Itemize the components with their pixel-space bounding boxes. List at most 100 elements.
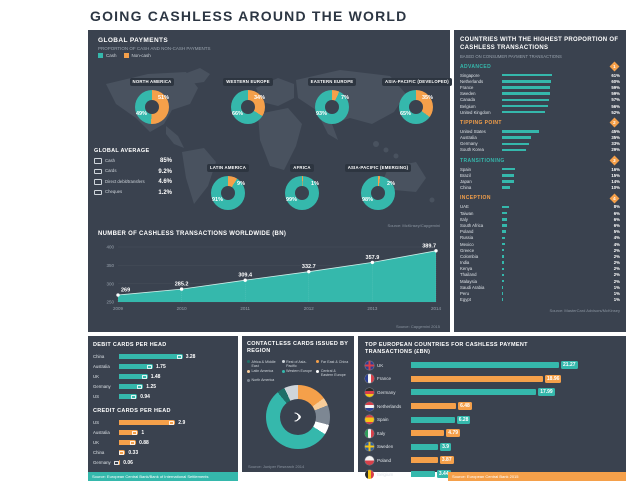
svg-text:389.7: 389.7 [422, 243, 436, 249]
group-number-badge: 1 [609, 61, 620, 72]
country-name: Taiwan [460, 210, 474, 216]
value-bar [411, 403, 457, 410]
global-average-row: Cards 9.2% [94, 168, 172, 175]
country-row: Australia 35% [460, 135, 620, 141]
legend-swatch-icon [247, 378, 250, 382]
transactions-chart-source: Source: Capgemini 2015 [395, 324, 440, 329]
bar-value: 21.27 [561, 361, 578, 370]
card-bar-row: Australia 1.75 [93, 364, 233, 370]
country-value: 2% [613, 266, 620, 272]
country-row: Belgium 56% [460, 103, 620, 109]
legend-label: Latin America [251, 369, 274, 373]
contactless-donut-chart [266, 385, 330, 450]
card-icon [131, 395, 137, 399]
global-average-row: Direct debit/transfers 4.6% [94, 179, 172, 185]
legend-item: Africa & Middle East [247, 360, 280, 368]
country-row: Thailand 2% [460, 272, 620, 278]
country-row: Russia 4% [460, 235, 620, 241]
bar-value: 1.25 [146, 383, 157, 390]
country-name: Belgium [460, 103, 476, 109]
group-number-badge: 3 [609, 155, 620, 166]
legend-swatch-icon [316, 360, 320, 364]
country-value: 8% [613, 204, 620, 210]
islands-sea [383, 147, 389, 153]
bar-value: 0.33 [128, 449, 139, 456]
bar-value: 17.99 [538, 388, 555, 397]
european-country-row: Belgium 3.44 [365, 469, 619, 479]
banknote-icon [94, 158, 102, 164]
bar-value: 3.87 [439, 456, 454, 465]
country-row: Germany 33% [460, 141, 620, 147]
country-value: 59% [611, 84, 620, 90]
country-name: Italy [377, 430, 386, 436]
value-bar [119, 440, 137, 446]
global-payments-panel: GLOBAL PAYMENTS PROPORTION OF CASH AND N… [88, 30, 452, 332]
island-new-zealand [429, 197, 435, 203]
svg-text:2014: 2014 [431, 306, 442, 311]
country-value: 14% [611, 179, 620, 185]
country-bar [502, 255, 504, 258]
country-name: Brazil [460, 172, 471, 178]
contactless-title: CONTACTLESS CARDS ISSUED BY REGION [247, 341, 349, 354]
value-bar [119, 394, 138, 400]
sidebar-group-header: TRANSITIONING 3 [460, 155, 620, 166]
svg-text:350: 350 [106, 263, 114, 268]
country-name: Spain [460, 166, 471, 172]
country-value: 61% [611, 72, 620, 78]
country-row: India 2% [460, 260, 620, 266]
country-row: UAE 8% [460, 204, 620, 210]
value-bar [411, 362, 559, 369]
region-eastern-europe: EASTERN EUROPE 93% 7% [298, 70, 366, 124]
country-row: Greece 2% [460, 247, 620, 253]
card-icon [147, 365, 152, 369]
countries-source: Source: MasterCard Advisors/McKinsey [549, 307, 620, 313]
sidebar-group-header: TIPPING POINT 2 [460, 117, 620, 128]
svg-text:300: 300 [106, 281, 114, 286]
bar-value: 3.28 [185, 353, 196, 360]
region-label: ASIA-PACIFIC (DEVELOPED) [382, 77, 452, 86]
cashless-countries-subtitle: BASED ON CONSUMER PAYMENT TRANSACTIONS [460, 54, 562, 59]
region-label: WESTERN EUROPE [223, 77, 273, 86]
flag-be-icon [365, 469, 374, 479]
country-label: UK [93, 374, 99, 380]
country-name: Thailand [460, 272, 477, 278]
value-bar [119, 384, 144, 390]
country-value: 29% [611, 147, 620, 153]
islands-sea [373, 141, 379, 147]
country-value: 2% [613, 278, 620, 284]
transactions-chart-title: NUMBER OF CASHLESS TRANSACTIONS WORLDWID… [98, 231, 287, 237]
bar-value: 18.96 [544, 374, 562, 383]
country-bar [502, 136, 531, 139]
country-name: Netherlands [460, 78, 484, 84]
card-icon [176, 355, 182, 359]
noncash-percent: 9% [237, 181, 245, 187]
european-country-row: Spain 6.28 [365, 415, 619, 425]
value-bar [411, 389, 537, 396]
country-value: 1% [613, 284, 620, 290]
map-source: Source: McKinsey/Capgemini [387, 223, 440, 228]
region-donut-chart: 93% 7% [315, 90, 349, 124]
country-value: 5% [613, 229, 620, 235]
contactless-legend: Africa & Middle East Rest of Asia-Pacific… [247, 360, 349, 383]
country-bar [502, 142, 529, 146]
card-bar-row: Australia 1 [93, 430, 233, 436]
european-country-row: Netherlands 6.48 [365, 401, 619, 411]
country-label: China [93, 450, 105, 456]
country-value: 2% [613, 260, 620, 266]
country-label: UK [93, 440, 99, 446]
country-bar [502, 174, 515, 177]
global-payments-subtitle: PROPORTION OF CASH AND NON-CASH PAYMENTS [98, 46, 211, 51]
flag-uk-icon [365, 360, 374, 370]
value-bar [119, 420, 176, 426]
country-row: United Kingdom 52% [460, 109, 620, 115]
global-average-value: 1.2% [158, 189, 172, 196]
card-icon [130, 441, 136, 445]
european-country-row: Germany 17.99 [365, 387, 619, 397]
transfer-icon [94, 179, 102, 185]
group-number-badge: 2 [609, 117, 620, 128]
card-icon [119, 451, 125, 455]
bar-value: 3.44 [436, 470, 451, 478]
country-value: 1% [613, 297, 620, 303]
legend-label: Far East & China [320, 359, 349, 364]
country-bar [502, 292, 503, 295]
